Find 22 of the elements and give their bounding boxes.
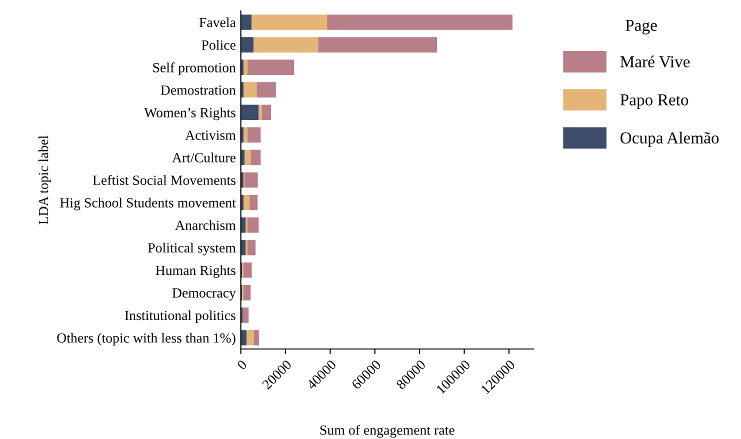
y-axis-title: LDA topic label xyxy=(38,136,52,224)
x-axis-title: Sum of engagement rate xyxy=(320,424,454,438)
y-tick-label: Anarchism xyxy=(175,220,236,230)
y-tick-label: Demostration xyxy=(160,85,236,95)
y-tick-label: Activism xyxy=(185,130,236,140)
legend-title: Page xyxy=(626,20,657,34)
y-tick-label: Human Rights xyxy=(156,265,236,278)
y-tick-label: Favela xyxy=(199,17,236,28)
y-tick-label: Leftist Social Movements xyxy=(92,175,236,185)
legend-label: Ocupa Alemão xyxy=(620,132,719,147)
y-tick-label: Others (topic with less than 1%) xyxy=(57,332,236,346)
y-tick-label: Political system xyxy=(148,242,236,256)
y-tick-label: Hig School Students movement xyxy=(60,198,236,210)
y-tick-label: Art/Culture xyxy=(172,152,236,162)
y-tick-label: Self promotion xyxy=(153,62,236,76)
legend-label: Maré Vive xyxy=(620,56,690,68)
y-tick-label: Police xyxy=(202,40,236,50)
x-tick-label: 0 xyxy=(236,359,248,370)
y-tick-label: Institutional politics xyxy=(124,310,236,323)
legend-label: Papo Reto xyxy=(620,94,688,109)
y-tick-label: Democracy xyxy=(172,288,236,300)
y-tick-label: Women’s Rights xyxy=(144,108,236,120)
